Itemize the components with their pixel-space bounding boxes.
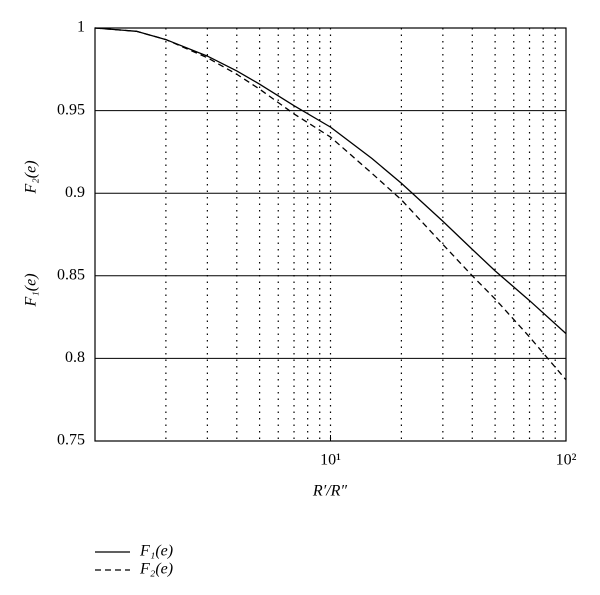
plot-frame [94, 27, 567, 442]
x-tick-label: 10² [556, 452, 577, 469]
x-axis-label: R′/R″ [312, 483, 347, 500]
y-tick-label: 1 [77, 19, 85, 36]
legend-label: F₂(e) [139, 561, 173, 578]
y-tick-label: 0.8 [65, 349, 85, 366]
y-axis-label: F₂(e) [23, 160, 40, 194]
series-line [94, 27, 567, 335]
series-line [94, 27, 567, 381]
y-tick-label: 0.95 [57, 101, 85, 118]
legend-label: F₁(e) [139, 543, 173, 560]
x-tick-label: 10¹ [320, 452, 341, 469]
y-tick-label: 0.75 [57, 432, 85, 449]
y-tick-label: 0.9 [65, 184, 85, 201]
y-tick-label: 0.85 [57, 266, 85, 283]
y-axis-label: F₁(e) [23, 273, 40, 307]
